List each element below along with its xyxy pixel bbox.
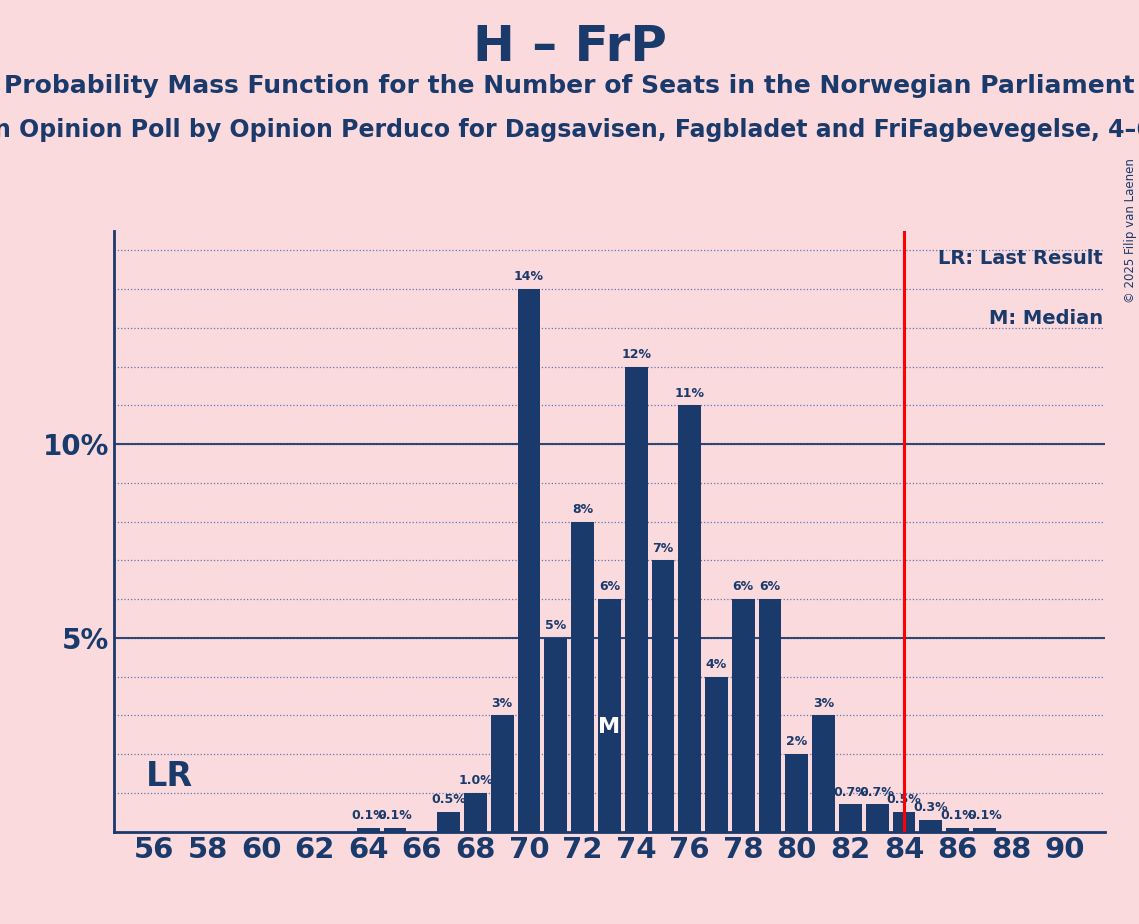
Bar	[893, 812, 916, 832]
Text: 12%: 12%	[621, 347, 652, 360]
Bar	[625, 367, 648, 832]
Bar	[384, 828, 407, 832]
Text: 6%: 6%	[599, 580, 620, 593]
Text: M: M	[598, 717, 621, 737]
Text: 0.1%: 0.1%	[351, 808, 386, 822]
Text: 0.5%: 0.5%	[886, 794, 921, 807]
Bar	[866, 805, 888, 832]
Text: n Opinion Poll by Opinion Perduco for Dagsavisen, Fagbladet and FriFagbevegelse,: n Opinion Poll by Opinion Perduco for Da…	[0, 118, 1139, 142]
Text: 14%: 14%	[514, 271, 544, 284]
Text: 0.1%: 0.1%	[940, 808, 975, 822]
Bar	[812, 715, 835, 832]
Text: © 2025 Filip van Laenen: © 2025 Filip van Laenen	[1124, 159, 1137, 303]
Bar	[947, 828, 969, 832]
Bar	[839, 805, 862, 832]
Text: 1.0%: 1.0%	[458, 774, 493, 787]
Text: LR: Last Result: LR: Last Result	[939, 249, 1103, 268]
Text: 8%: 8%	[572, 503, 593, 516]
Bar	[759, 599, 781, 832]
Text: 4%: 4%	[706, 658, 727, 671]
Bar	[786, 754, 809, 832]
Bar	[652, 560, 674, 832]
Bar	[437, 812, 460, 832]
Text: 7%: 7%	[653, 541, 673, 554]
Bar	[571, 522, 593, 832]
Text: 0.5%: 0.5%	[432, 794, 466, 807]
Text: 0.1%: 0.1%	[378, 808, 412, 822]
Bar	[705, 676, 728, 832]
Text: 3%: 3%	[813, 697, 834, 710]
Text: 3%: 3%	[492, 697, 513, 710]
Text: 0.1%: 0.1%	[967, 808, 1001, 822]
Text: 0.7%: 0.7%	[860, 785, 894, 798]
Text: H – FrP: H – FrP	[473, 23, 666, 71]
Text: M: Median: M: Median	[989, 309, 1103, 328]
Bar	[464, 793, 486, 832]
Text: 0.3%: 0.3%	[913, 801, 948, 814]
Text: 0.7%: 0.7%	[833, 785, 868, 798]
Text: 6%: 6%	[732, 580, 754, 593]
Bar	[973, 828, 995, 832]
Bar	[732, 599, 755, 832]
Bar	[517, 289, 540, 832]
Bar	[919, 820, 942, 832]
Text: 2%: 2%	[786, 736, 808, 748]
Bar	[544, 638, 567, 832]
Bar	[491, 715, 514, 832]
Text: 6%: 6%	[760, 580, 780, 593]
Text: 5%: 5%	[546, 619, 566, 632]
Bar	[598, 599, 621, 832]
Bar	[357, 828, 379, 832]
Text: LR: LR	[146, 760, 194, 793]
Text: 11%: 11%	[674, 386, 705, 399]
Bar	[679, 406, 702, 832]
Text: Probability Mass Function for the Number of Seats in the Norwegian Parliament: Probability Mass Function for the Number…	[5, 74, 1134, 98]
